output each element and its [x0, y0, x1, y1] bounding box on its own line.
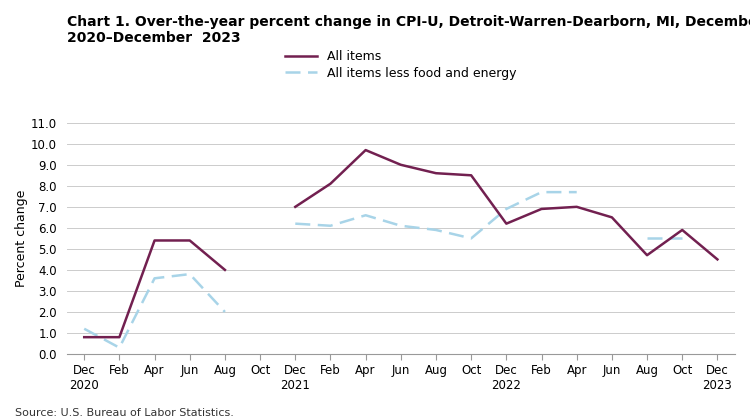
Text: Chart 1. Over-the-year percent change in CPI-U, Detroit-Warren-Dearborn, MI, Dec: Chart 1. Over-the-year percent change in… — [67, 15, 750, 45]
All items less food and energy — [185, 272, 194, 277]
All items — [115, 335, 124, 340]
All items less food and energy — [115, 345, 124, 350]
Line: All items less food and energy: All items less food and energy — [84, 274, 225, 348]
All items less food and energy — [150, 276, 159, 281]
All items — [80, 335, 88, 340]
All items — [220, 268, 230, 273]
All items less food and energy — [80, 326, 88, 331]
Legend: All items, All items less food and energy: All items, All items less food and energ… — [286, 50, 516, 79]
All items less food and energy — [220, 310, 230, 315]
Line: All items: All items — [84, 241, 225, 337]
Text: Source: U.S. Bureau of Labor Statistics.: Source: U.S. Bureau of Labor Statistics. — [15, 408, 234, 418]
Y-axis label: Percent change: Percent change — [15, 190, 28, 287]
All items — [185, 238, 194, 243]
All items — [150, 238, 159, 243]
